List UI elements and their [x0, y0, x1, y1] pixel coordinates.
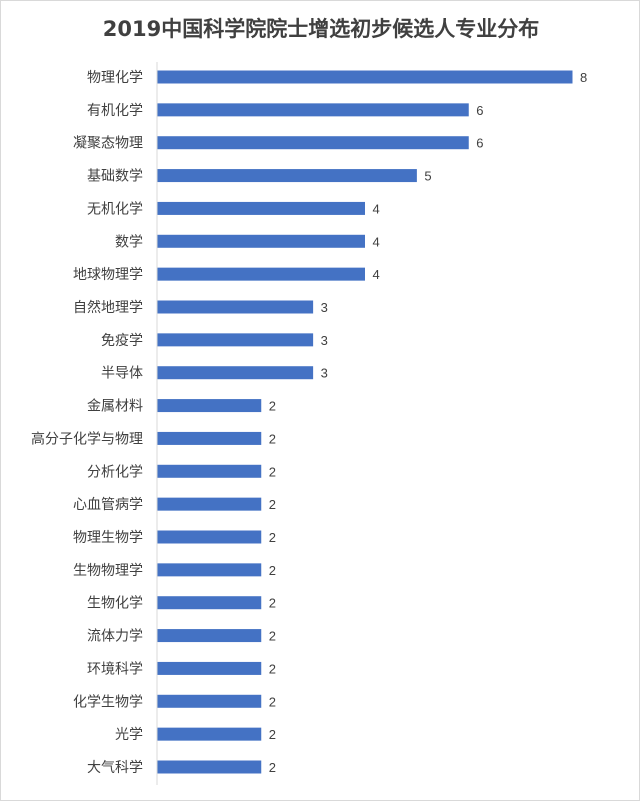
data-label: 6 [476, 103, 483, 118]
category-label: 化学生物学 [73, 694, 143, 710]
data-label: 4 [373, 201, 380, 216]
data-label: 8 [580, 70, 587, 85]
bar [157, 169, 417, 183]
data-label: 2 [269, 497, 276, 512]
data-label: 2 [269, 563, 276, 578]
category-label: 心血管病学 [73, 497, 143, 513]
category-label: 数学 [115, 234, 143, 250]
category-label: 半导体 [101, 366, 143, 382]
category-label: 流体力学 [87, 629, 143, 645]
category-label: 大气科学 [87, 760, 143, 776]
data-label: 2 [269, 530, 276, 545]
data-label: 2 [269, 629, 276, 644]
bar [157, 201, 365, 215]
category-label: 物理生物学 [73, 530, 143, 546]
category-label: 无机化学 [87, 201, 143, 217]
category-label: 生物化学 [87, 596, 143, 612]
bar [157, 694, 262, 708]
category-label: 地球物理学 [73, 267, 143, 283]
chart-title: 2019中国科学院院士增选初步候选人专业分布 [102, 17, 540, 41]
bar [157, 234, 365, 248]
bar [157, 267, 365, 281]
bar [157, 760, 262, 774]
bar [157, 563, 262, 577]
data-label: 2 [269, 596, 276, 611]
category-label: 高分子化学与物理 [31, 430, 143, 447]
bar [157, 70, 573, 84]
bar [157, 399, 262, 413]
data-label: 2 [269, 399, 276, 414]
category-label: 自然地理学 [73, 299, 143, 316]
data-label: 2 [269, 661, 276, 676]
bar [157, 136, 469, 150]
category-label: 免疫学 [101, 333, 143, 349]
bar [157, 661, 262, 675]
category-label: 凝聚态物理 [73, 136, 143, 152]
bar [157, 727, 262, 741]
category-label: 基础数学 [87, 168, 143, 185]
data-label: 2 [269, 760, 276, 775]
data-label: 2 [269, 694, 276, 709]
category-label: 金属材料 [87, 399, 143, 415]
data-label: 3 [321, 300, 328, 315]
bar [157, 431, 262, 445]
bar [157, 629, 262, 643]
data-label: 2 [269, 464, 276, 479]
bar [157, 497, 262, 511]
data-label: 2 [269, 431, 276, 446]
bar [157, 103, 469, 117]
data-label: 4 [373, 267, 380, 282]
data-label: 5 [424, 169, 431, 184]
data-label: 6 [476, 136, 483, 151]
category-label: 光学 [115, 727, 143, 743]
category-label: 物理化学 [87, 70, 143, 86]
bar [157, 530, 262, 544]
category-label: 有机化学 [87, 103, 143, 119]
bar [157, 366, 314, 380]
data-label: 3 [321, 366, 328, 381]
bar [157, 464, 262, 478]
category-label: 分析化学 [87, 464, 143, 480]
bar [157, 300, 314, 314]
data-label: 3 [321, 333, 328, 348]
data-label: 4 [373, 234, 380, 249]
category-label: 环境科学 [87, 661, 143, 677]
bar [157, 333, 314, 347]
bar [157, 596, 262, 610]
data-label: 2 [269, 727, 276, 742]
category-label: 生物物理学 [73, 563, 143, 579]
